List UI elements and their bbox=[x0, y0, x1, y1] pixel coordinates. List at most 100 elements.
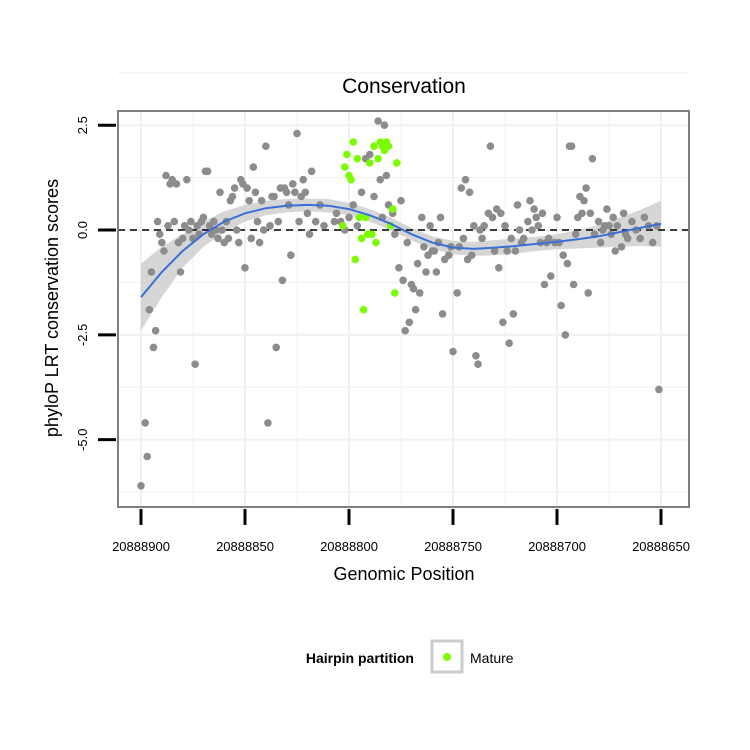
data-point bbox=[530, 205, 538, 213]
mature-point bbox=[370, 142, 378, 150]
data-point bbox=[241, 264, 249, 272]
data-point bbox=[245, 196, 253, 205]
mature-point bbox=[341, 163, 349, 171]
data-point bbox=[380, 121, 389, 129]
chart-title: Conservation bbox=[342, 75, 466, 98]
data-point bbox=[282, 188, 291, 197]
confidence-band bbox=[141, 198, 661, 331]
data-point bbox=[420, 243, 428, 251]
x-axis-title: Genomic Position bbox=[333, 564, 474, 584]
data-point bbox=[430, 247, 439, 255]
data-point bbox=[511, 247, 520, 255]
legend-label-mature: Mature bbox=[470, 650, 514, 666]
data-point bbox=[459, 234, 468, 243]
data-point bbox=[436, 213, 445, 222]
data-point bbox=[303, 209, 312, 218]
data-point bbox=[501, 222, 509, 230]
x-tick-label: 20888900 bbox=[112, 539, 170, 554]
data-point bbox=[143, 452, 151, 461]
data-point bbox=[295, 217, 303, 226]
mature-point bbox=[374, 154, 382, 163]
data-point bbox=[230, 184, 239, 192]
data-point bbox=[243, 184, 251, 192]
data-point bbox=[426, 222, 434, 230]
data-point bbox=[455, 243, 464, 251]
data-point bbox=[266, 222, 274, 230]
y-tick-label: 2.5 bbox=[75, 116, 90, 134]
mature-point bbox=[359, 305, 368, 314]
data-point bbox=[474, 360, 482, 369]
data-point bbox=[330, 217, 339, 226]
data-point bbox=[467, 251, 476, 259]
data-point bbox=[415, 289, 424, 297]
smooth-line-layer bbox=[140, 203, 662, 298]
data-point bbox=[164, 222, 172, 230]
legend: Hairpin partition Mature bbox=[306, 639, 514, 674]
data-point bbox=[486, 142, 495, 150]
data-point bbox=[515, 226, 524, 234]
data-point bbox=[495, 264, 503, 272]
data-point bbox=[395, 264, 403, 272]
data-point bbox=[274, 217, 283, 226]
data-point bbox=[640, 213, 649, 222]
x-tick-label: 20888750 bbox=[424, 539, 482, 554]
data-point bbox=[235, 238, 243, 247]
data-point bbox=[214, 234, 222, 243]
data-point bbox=[199, 213, 208, 222]
data-point bbox=[257, 196, 266, 205]
mature-point bbox=[349, 138, 358, 146]
data-point bbox=[399, 276, 407, 285]
data-point bbox=[210, 217, 218, 226]
legend-title: Hairpin partition bbox=[306, 650, 414, 666]
data-point bbox=[438, 310, 447, 318]
data-point bbox=[409, 284, 418, 293]
data-point bbox=[648, 238, 657, 247]
data-point bbox=[497, 209, 505, 218]
data-point bbox=[382, 171, 391, 180]
data-point bbox=[349, 201, 358, 209]
data-point bbox=[453, 289, 462, 297]
data-point bbox=[603, 205, 611, 213]
data-point bbox=[553, 213, 561, 222]
data-point bbox=[332, 209, 341, 218]
data-point bbox=[401, 326, 410, 335]
data-point bbox=[488, 213, 497, 222]
data-point bbox=[422, 268, 430, 276]
data-point bbox=[580, 196, 588, 205]
mature-point bbox=[343, 150, 351, 159]
data-point bbox=[559, 251, 567, 259]
data-point bbox=[655, 385, 663, 394]
data-point bbox=[151, 326, 160, 335]
data-point bbox=[149, 343, 158, 352]
data-point bbox=[528, 226, 536, 234]
data-point bbox=[445, 251, 453, 259]
data-point bbox=[509, 310, 518, 318]
grid-lines bbox=[118, 72, 689, 507]
data-point bbox=[478, 234, 486, 243]
data-point bbox=[216, 188, 224, 197]
mature-point bbox=[391, 289, 399, 297]
data-point bbox=[320, 222, 328, 230]
data-point bbox=[249, 163, 258, 171]
data-point bbox=[403, 238, 412, 247]
data-point bbox=[544, 234, 553, 243]
legend-swatch-mature bbox=[443, 653, 451, 661]
data-point bbox=[301, 188, 310, 197]
data-point bbox=[611, 247, 619, 255]
data-point bbox=[270, 192, 278, 201]
data-point bbox=[155, 230, 164, 238]
data-point bbox=[636, 234, 644, 243]
data-point bbox=[584, 289, 592, 297]
mature-point bbox=[347, 175, 355, 184]
data-point bbox=[145, 305, 154, 314]
data-point bbox=[470, 222, 478, 230]
data-point bbox=[499, 318, 507, 327]
mature-point bbox=[357, 234, 366, 243]
data-point bbox=[538, 209, 547, 218]
x-tick-label: 20888800 bbox=[320, 539, 378, 554]
data-point bbox=[582, 184, 590, 192]
data-point bbox=[617, 243, 626, 251]
y-axis-title: phyloP LRT conservation scores bbox=[42, 179, 62, 437]
data-point bbox=[147, 268, 156, 276]
